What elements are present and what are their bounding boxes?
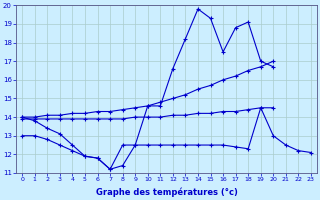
X-axis label: Graphe des températures (°c): Graphe des températures (°c) — [96, 188, 237, 197]
